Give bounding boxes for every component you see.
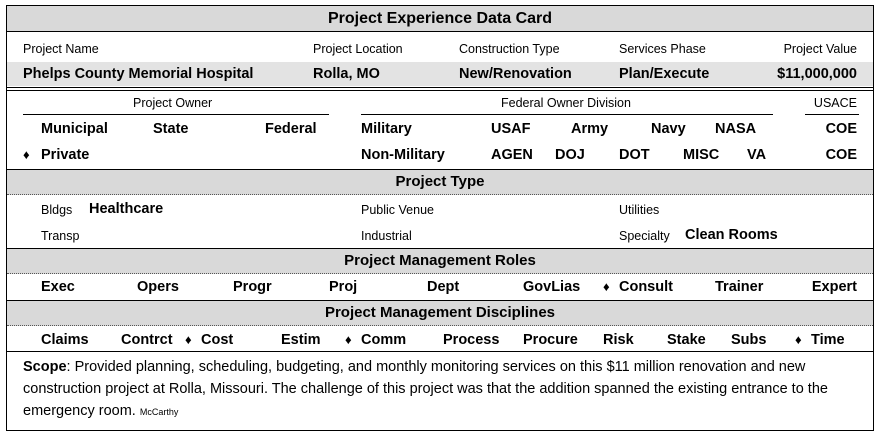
project-owner-label: Project Owner — [133, 96, 213, 110]
discipline-estim: Estim — [281, 332, 321, 348]
card-title: Project Experience Data Card — [327, 10, 553, 27]
project-data-card: Project Experience Data Card Project Nam… — [6, 5, 874, 431]
discipline-procure: Procure — [523, 332, 578, 348]
division-military: Military — [361, 121, 412, 137]
consult-selected-diamond: ♦ — [603, 279, 610, 294]
header-values-strip — [7, 62, 873, 86]
division-dot: DOT — [619, 147, 650, 163]
scope-separator — [7, 351, 873, 352]
role-dept: Dept — [427, 279, 460, 295]
header-separator-top — [7, 87, 873, 88]
services-phase-value: Plan/Execute — [619, 66, 710, 82]
comm-selected-diamond: ♦ — [345, 332, 352, 347]
project-type-heading: Project Type — [395, 173, 485, 190]
discipline-comm: Comm — [361, 332, 407, 348]
specialty-value: Clean Rooms — [685, 227, 778, 243]
industrial-label: Industrial — [361, 229, 412, 243]
project-value-label: Project Value — [783, 42, 857, 56]
project-type-band: Project Type — [7, 169, 873, 195]
construction-type-label: Construction Type — [459, 42, 560, 56]
division-agen: AGEN — [491, 147, 533, 163]
roles-heading: Project Management Roles — [344, 252, 536, 269]
federal-owner-division-label: Federal Owner Division — [501, 96, 631, 110]
usace-coe-1: COE — [825, 121, 857, 137]
usace-underline — [805, 114, 859, 115]
roles-band: Project Management Roles — [7, 248, 873, 274]
owner-private: Private — [41, 147, 90, 163]
disciplines-heading: Project Management Disciplines — [324, 304, 556, 321]
role-opers: Opers — [137, 279, 179, 295]
project-value-value: $11,000,000 — [777, 66, 857, 82]
project-location-label: Project Location — [313, 42, 403, 56]
role-expert: Expert — [811, 279, 857, 295]
transp-label: Transp — [41, 229, 80, 243]
division-nasa: NASA — [715, 121, 757, 137]
specialty-label: Specialty — [619, 229, 670, 243]
time-selected-diamond: ♦ — [795, 332, 802, 347]
owner-underline — [23, 114, 329, 115]
project-location-value: Rolla, MO — [313, 66, 380, 82]
bldgs-value: Healthcare — [89, 201, 164, 217]
role-trainer: Trainer — [715, 279, 764, 295]
project-name-value: Phelps County Memorial Hospital — [23, 66, 254, 82]
discipline-process: Process — [443, 332, 500, 348]
bldgs-label: Bldgs — [41, 203, 73, 217]
services-phase-label: Services Phase — [619, 42, 706, 56]
role-progr: Progr — [233, 279, 272, 295]
scope-paragraph: Scope: Provided planning, scheduling, bu… — [23, 356, 861, 423]
card-title-band: Project Experience Data Card — [7, 6, 873, 32]
owner-municipal: Municipal — [41, 121, 108, 137]
scope-credit: McCarthy — [139, 407, 179, 417]
utilities-label: Utilities — [619, 203, 660, 217]
owner-federal: Federal — [265, 121, 317, 137]
division-misc: MISC — [683, 147, 720, 163]
role-consult: Consult — [619, 279, 673, 295]
federal-division-underline — [361, 114, 773, 115]
owner-state: State — [153, 121, 189, 137]
role-govlias: GovLias — [523, 279, 581, 295]
disciplines-band: Project Management Disciplines — [7, 300, 873, 326]
usace-label: USACE — [813, 96, 857, 110]
discipline-cost: Cost — [201, 332, 234, 348]
cost-selected-diamond: ♦ — [185, 332, 192, 347]
construction-type-value: New/Renovation — [459, 66, 572, 82]
division-army: Army — [571, 121, 609, 137]
role-exec: Exec — [41, 279, 75, 295]
scope-text: : Provided planning, scheduling, budgeti… — [23, 359, 828, 419]
discipline-stake: Stake — [667, 332, 706, 348]
project-name-label: Project Name — [23, 42, 99, 56]
division-usaf: USAF — [491, 121, 531, 137]
discipline-claims: Claims — [41, 332, 89, 348]
header-separator-bottom — [7, 90, 873, 91]
division-non-military: Non-Military — [361, 147, 445, 163]
division-va: VA — [747, 147, 767, 163]
discipline-time: Time — [811, 332, 845, 348]
role-proj: Proj — [329, 279, 358, 295]
discipline-contrct: Contrct — [121, 332, 173, 348]
division-doj: DOJ — [555, 147, 585, 163]
discipline-risk: Risk — [603, 332, 634, 348]
usace-coe-2: COE — [825, 147, 857, 163]
discipline-subs: Subs — [731, 332, 767, 348]
public-venue-label: Public Venue — [361, 203, 434, 217]
private-selected-diamond: ♦ — [23, 147, 30, 162]
scope-label: Scope — [23, 359, 67, 375]
division-navy: Navy — [651, 121, 686, 137]
